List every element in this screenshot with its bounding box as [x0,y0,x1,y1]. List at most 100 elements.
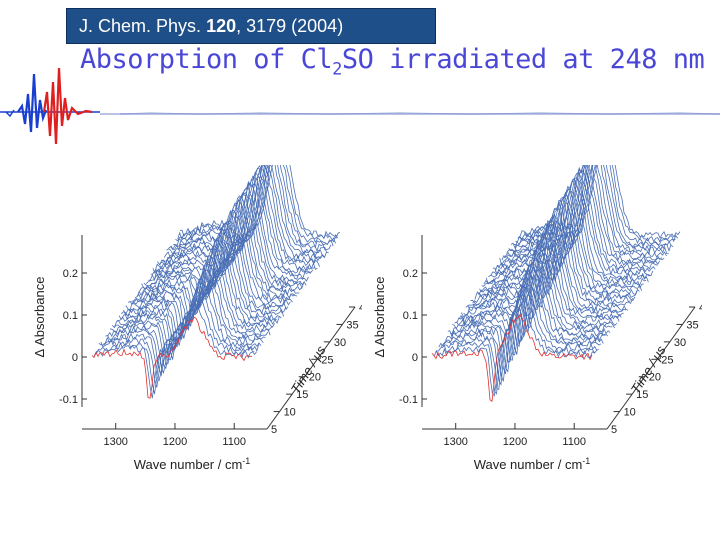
y-tick-label: 0 [412,352,418,364]
z-tick-label: 5 [271,424,277,436]
z-tick-label: 20 [309,372,321,384]
spectrum-trace [476,196,638,311]
spectrum-trace [100,281,262,382]
spectrum-trace [515,165,676,246]
y-tick-label: -0.1 [399,394,418,406]
z-tick-label: 25 [321,354,333,366]
title-pre: Absorption of Cl [80,44,333,75]
spectrum-trace [449,249,611,363]
spectrum-trace [431,313,593,403]
y-tick-label: -0.1 [59,394,78,406]
title-subscript: 2 [332,59,342,80]
spectrum-trace [465,214,626,337]
traces-group [91,165,341,399]
spectrum-trace [494,166,656,283]
z-axis-line [606,306,696,430]
x-tick-label: 1300 [443,436,467,448]
spectrum-trace [517,165,679,243]
citation-volume: 120 [206,16,237,36]
z-tick-label: 10 [284,407,296,419]
slide-title: Absorption of Cl2SO irradiated at 248 nm [80,44,705,80]
spectrum-trace [91,316,253,399]
z-tick-label: 40 [359,302,362,314]
spectrum-trace [497,165,658,275]
spectrum-trace [513,165,674,250]
spectrum-trace [447,257,609,373]
z-tick-label: 35 [686,319,698,331]
title-underline-rule [100,112,720,115]
y-tick-label: 0.2 [403,268,418,280]
spectrum-trace [519,165,681,240]
spectrum-trace [96,298,257,395]
title-post: SO irradiated at 248 nm [341,44,705,75]
spectrum-trace [443,269,604,382]
spectrum-trace [141,193,302,307]
traces-group [431,165,681,403]
spectrum-trace [463,224,624,342]
z-tick-label: 15 [296,389,308,401]
spectrum-trace [468,213,629,334]
spectrum-trace [111,246,273,361]
spectrum-trace [456,234,618,355]
spectrum-trace [454,239,615,356]
spectrum-trace [134,203,296,322]
spectrum-trace [440,278,602,387]
spectrum-trace [474,199,636,319]
y-tick-label: 0 [72,352,78,364]
citation-box: J. Chem. Phys. 120, 3179 (2004) [66,8,436,44]
spectrum-trace [107,261,269,370]
spectrum-trace [157,168,318,281]
y-axis-label: Δ Absorbance [372,277,387,358]
x-tick-label: 1300 [103,436,127,448]
spectrum-trace [436,292,597,395]
spectrum-trace [127,220,289,331]
spectrum-trace [148,180,309,295]
z-tick-label: 30 [674,337,686,349]
x-tick-label: 1100 [562,436,586,448]
spectrum-trace [175,165,336,246]
z-axis-label: Time / μs [628,343,669,397]
z-axis-label: Time / μs [288,343,329,397]
z-tick-label: 40 [699,302,702,314]
y-axis-label: Δ Absorbance [32,277,47,358]
x-tick-label: 1200 [503,436,527,448]
z-tick-label: 20 [649,372,661,384]
x-axis-label: Wave number / cm-1 [134,456,251,472]
x-axis-label-superscript: -1 [242,456,250,466]
spectrum-trace [143,192,305,304]
x-axis-label: Wave number / cm-1 [474,456,591,472]
z-tick-label: 10 [624,407,636,419]
spectrum-trace [93,305,255,399]
spectrum-trace [492,172,654,283]
y-tick-label: 0.1 [403,310,418,322]
citation-journal: J. Chem. Phys. [79,16,202,36]
spectrum-trace [123,222,284,341]
z-tick-label: 35 [346,319,358,331]
z-axis-line [266,306,356,430]
z-tick-label: 5 [611,424,617,436]
waterfall-chart-left: 0.2 0.1 0 -0.1 Δ Absorbance 1300 1200 1100 Wave … [32,165,362,472]
waterfall-chart-right: 0.2 0.1 0 -0.1 Δ Absorbance 1300 1200 1100 Wave … [372,165,702,472]
spectrum-trace [445,263,606,375]
spectrum-trace [458,233,620,348]
z-tick-label: 25 [661,354,673,366]
x-tick-label: 1100 [222,436,246,448]
y-tick-label: 0.1 [63,310,78,322]
chart-panel-right: 0.2 0.1 0 -0.1 Δ Absorbance 1300 1200 1100 Wave … [362,165,702,475]
spectrum-trace [501,165,663,269]
x-tick-label: 1200 [163,436,187,448]
z-tick-label: 15 [636,389,648,401]
spectrum-trace [132,209,293,327]
z-tick-label: 30 [334,337,346,349]
spectrum-trace [103,271,264,377]
spectrum-trace [470,207,631,329]
waveform-logo-icon [0,67,100,145]
spectrum-trace [114,243,275,360]
chart-panel-left: 0.2 0.1 0 -0.1 Δ Absorbance 1300 1200 1100 Wave … [22,165,362,475]
citation-pages: , 3179 (2004) [236,16,344,36]
spectrum-trace [506,165,667,260]
spectrum-trace [508,165,669,255]
y-tick-label: 0.2 [63,268,78,280]
spectrum-trace [438,286,599,390]
spectrum-trace [481,189,642,308]
